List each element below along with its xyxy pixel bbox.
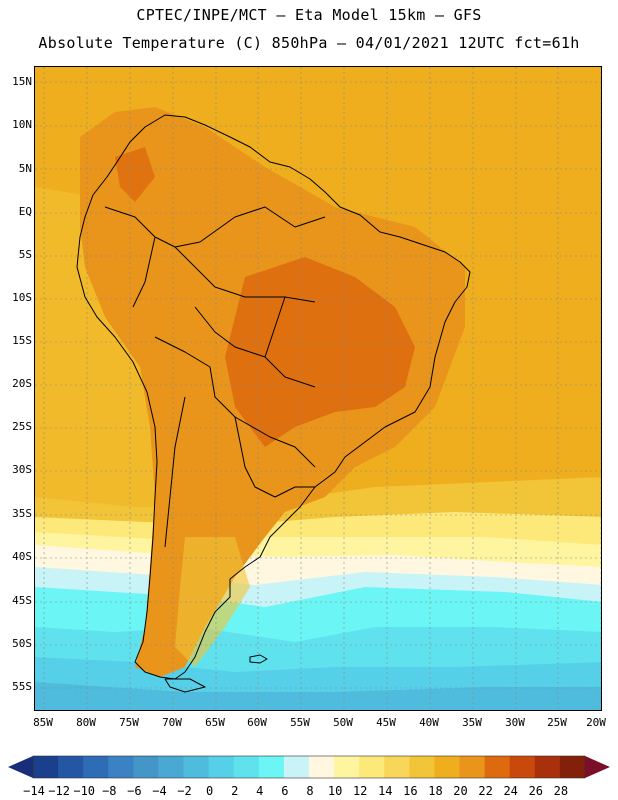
colorbar-tick-label: 22 bbox=[478, 784, 493, 798]
colorbar-tick-label: 8 bbox=[306, 784, 314, 798]
south-america-coastline bbox=[76, 114, 471, 680]
colorbar-tick-label: 10 bbox=[327, 784, 343, 798]
patagonia-shade bbox=[175, 537, 250, 667]
colorbar-high-extend bbox=[585, 756, 610, 778]
lat-label-40s: 40S bbox=[12, 550, 32, 563]
lon-label-70w: 70W bbox=[162, 716, 182, 729]
lon-label-30w: 30W bbox=[505, 716, 525, 729]
falklands bbox=[249, 654, 268, 664]
chart-title-line-2: Absolute Temperature (C) 850hPa – 04/01/… bbox=[38, 34, 580, 52]
band-minus2 bbox=[35, 682, 601, 710]
colorbar-tick-label: 0 bbox=[205, 784, 214, 798]
colorbar-swatch bbox=[309, 756, 335, 778]
colorbar-swatch bbox=[534, 756, 561, 778]
lon-label-50w: 50W bbox=[333, 716, 353, 729]
colorbar-swatches bbox=[32, 755, 586, 779]
colorbar-swatch bbox=[183, 756, 210, 778]
lon-label-60w: 60W bbox=[247, 716, 267, 729]
colorbar-swatch bbox=[459, 756, 486, 778]
colorbar-swatch bbox=[58, 756, 84, 778]
lat-label-5s: 5S bbox=[18, 248, 32, 261]
colorbar-tick-label: 18 bbox=[428, 784, 443, 798]
country-borders bbox=[104, 206, 326, 548]
lat-label-25s: 25S bbox=[12, 420, 32, 433]
tierra-del-fuego bbox=[164, 678, 206, 693]
colorbar-tick-label: −8 bbox=[102, 784, 117, 798]
colorbar-tick-label: −12 bbox=[48, 784, 70, 798]
lon-label-45w: 45W bbox=[376, 716, 396, 729]
lon-label-25w: 25W bbox=[547, 716, 567, 729]
lat-label-15n: 15N bbox=[12, 75, 32, 88]
colorbar-tick-label: 20 bbox=[453, 784, 468, 798]
colorbar-swatch bbox=[334, 756, 360, 778]
colorbar-swatch bbox=[434, 756, 461, 778]
colorbar-swatch bbox=[384, 756, 410, 778]
colorbar-tick-label: −10 bbox=[73, 784, 96, 798]
lat-label-15s: 15S bbox=[12, 334, 32, 347]
lat-label-20s: 20S bbox=[12, 377, 32, 390]
colorbar-tick-label: 28 bbox=[553, 784, 569, 798]
lat-label-50s: 50S bbox=[12, 637, 32, 650]
lon-label-40w: 40W bbox=[419, 716, 439, 729]
colorbar-swatch bbox=[509, 756, 536, 778]
colorbar-tick-label: −14 bbox=[23, 784, 45, 798]
pacific-shade bbox=[35, 187, 165, 547]
lon-label-55w: 55W bbox=[290, 716, 310, 729]
lon-label-65w: 65W bbox=[205, 716, 225, 729]
lat-label-eq: EQ bbox=[18, 205, 32, 218]
colorbar-tick-label: 4 bbox=[256, 784, 264, 798]
colorbar-tick-label: −6 bbox=[127, 784, 142, 798]
colorbar-swatch bbox=[233, 756, 260, 778]
lat-label-35s: 35S bbox=[12, 507, 32, 520]
colorbar-swatch bbox=[359, 756, 385, 778]
colorbar-swatch bbox=[33, 756, 59, 778]
colorbar-tick-label: 26 bbox=[528, 784, 544, 798]
lat-label-10s: 10S bbox=[12, 291, 32, 304]
colorbar-swatch bbox=[283, 756, 310, 778]
colorbar-swatch bbox=[208, 756, 235, 778]
colorbar-swatch bbox=[409, 756, 435, 778]
lat-label-5n: 5N bbox=[18, 162, 32, 175]
lon-label-80w: 80W bbox=[76, 716, 96, 729]
lat-label-45s: 45S bbox=[12, 594, 32, 607]
lon-label-20w: 20W bbox=[586, 716, 606, 729]
colorbar-swatch bbox=[559, 756, 586, 778]
colorbar-tick-label: −4 bbox=[152, 784, 167, 798]
lon-label-35w: 35W bbox=[462, 716, 482, 729]
lon-label-85w: 85W bbox=[33, 716, 53, 729]
lon-label-75w: 75W bbox=[119, 716, 139, 729]
andes-hot-spot bbox=[115, 147, 155, 202]
chart-title-line-1: CPTEC/INPE/MCT – Eta Model 15km – GFS bbox=[136, 6, 482, 24]
temperature-colorbar bbox=[8, 755, 610, 779]
colorbar-tick-label: 12 bbox=[352, 784, 368, 798]
hot-core bbox=[225, 257, 415, 447]
colorbar-swatch bbox=[484, 756, 511, 778]
colorbar-low-extend bbox=[8, 756, 33, 778]
colorbar-swatch bbox=[108, 756, 134, 778]
coastlines-and-borders bbox=[76, 114, 471, 693]
colorbar-tick-label: 24 bbox=[503, 784, 518, 798]
colorbar-tick-label: 14 bbox=[378, 784, 393, 798]
colorbar-tick-label: −2 bbox=[177, 784, 192, 798]
colorbar-swatch bbox=[158, 756, 185, 778]
colorbar-tick-label: 6 bbox=[281, 784, 289, 798]
colorbar-swatch bbox=[133, 756, 159, 778]
map-canvas bbox=[35, 67, 601, 710]
lat-label-55s: 55S bbox=[12, 680, 32, 693]
colorbar-tick-label: 16 bbox=[403, 784, 418, 798]
temperature-map bbox=[34, 66, 602, 711]
colorbar-tick-label: 2 bbox=[231, 784, 239, 798]
colorbar-swatch bbox=[83, 756, 109, 778]
colorbar-swatch bbox=[258, 756, 285, 778]
lat-label-30s: 30S bbox=[12, 463, 32, 476]
lat-label-10n: 10N bbox=[12, 118, 32, 131]
